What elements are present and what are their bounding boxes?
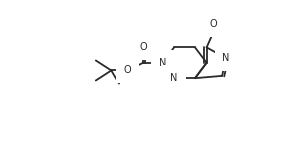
Text: O: O — [124, 66, 131, 76]
Text: O: O — [209, 19, 217, 29]
Text: N: N — [159, 58, 166, 68]
Text: N: N — [171, 73, 178, 83]
Text: O: O — [139, 42, 147, 52]
Text: N: N — [222, 53, 230, 63]
